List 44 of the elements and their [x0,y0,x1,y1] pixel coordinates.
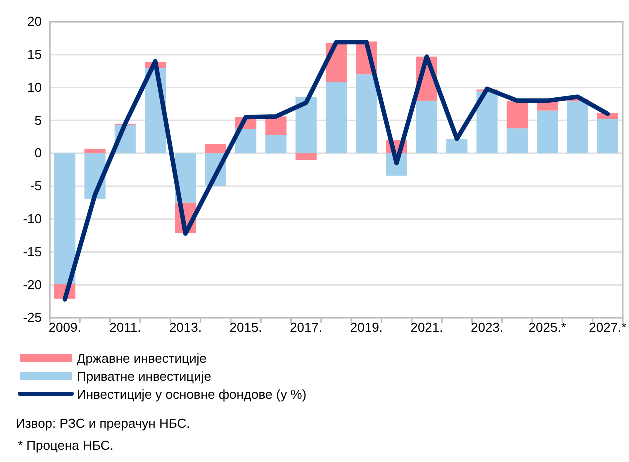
x-tick-label: 2021. [410,320,444,336]
y-tick-label: 0 [34,146,42,161]
bar [54,154,76,284]
bar [296,96,317,154]
x-tick-label: 2013. [169,320,202,336]
bar [567,102,588,154]
line-series [62,40,610,302]
y-tick-label: 10 [28,80,42,95]
bar [235,129,257,154]
legend-label: Државне инвестиције [77,351,207,366]
y-tick-label: -25 [23,310,42,326]
y-tick-label: 5 [34,112,42,128]
bar [446,139,468,154]
bar [597,119,618,154]
bar [506,100,528,129]
bar [537,110,558,154]
x-tick-label: 2019. [350,320,383,336]
x-tick-label: 2023. [471,320,504,336]
bar [416,100,438,154]
bar [476,92,498,154]
text: Извор: РЗС и прерачун НБС. [16,416,190,431]
legend-label: Инвестиције у основне фондове (у %) [77,387,307,402]
bar [326,82,348,154]
bar [84,148,106,154]
y-tick-label: -20 [23,277,42,292]
y-tick-label: -15 [23,244,42,260]
bar [205,144,226,154]
x-tick-label: 2027.* [589,320,627,336]
x-tick-label: 2015. [230,320,262,336]
legend-label: Приватне инвестиције [77,369,212,384]
x-tick-label: 2009. [48,320,82,336]
bar [356,74,378,154]
bar [266,135,287,154]
bar [506,128,528,154]
y-tick-label: 15 [28,47,42,62]
bar [296,154,317,160]
y-tick-label: 20 [28,14,42,30]
x-tick-label: 2011. [110,320,142,336]
y-tick-label: -10 [23,211,42,226]
x-tick-label: 2017. [290,320,323,336]
x-tick-label: 2025.* [528,320,566,336]
y-tick-label: -5 [30,178,42,194]
bar [266,116,287,136]
text: * Процена НБС. [18,438,114,453]
